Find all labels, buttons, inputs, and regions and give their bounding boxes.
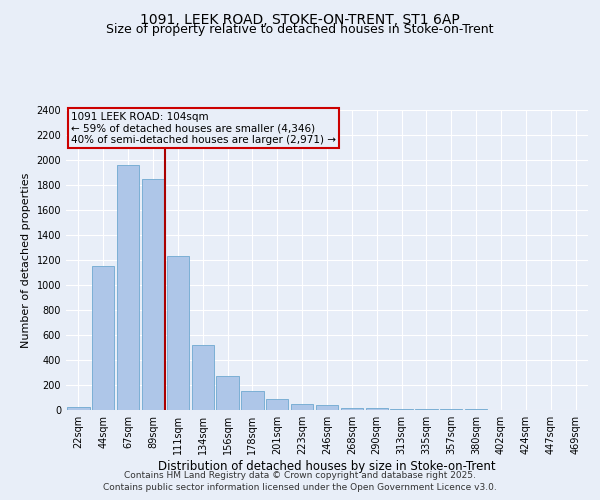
Bar — [415, 409, 437, 410]
Bar — [191, 345, 214, 410]
Bar — [365, 408, 388, 410]
Bar — [241, 390, 263, 410]
Text: 1091 LEEK ROAD: 104sqm
← 59% of detached houses are smaller (4,346)
40% of semi-: 1091 LEEK ROAD: 104sqm ← 59% of detached… — [71, 112, 336, 144]
Y-axis label: Number of detached properties: Number of detached properties — [21, 172, 31, 348]
Bar — [67, 407, 89, 410]
Bar — [341, 408, 363, 410]
X-axis label: Distribution of detached houses by size in Stoke-on-Trent: Distribution of detached houses by size … — [158, 460, 496, 473]
Bar — [217, 376, 239, 410]
Text: Size of property relative to detached houses in Stoke-on-Trent: Size of property relative to detached ho… — [106, 22, 494, 36]
Text: 1091, LEEK ROAD, STOKE-ON-TRENT, ST1 6AP: 1091, LEEK ROAD, STOKE-ON-TRENT, ST1 6AP — [140, 12, 460, 26]
Bar — [266, 399, 289, 410]
Bar — [117, 165, 139, 410]
Bar — [167, 256, 189, 410]
Bar — [391, 409, 413, 410]
Text: Contains HM Land Registry data © Crown copyright and database right 2025.: Contains HM Land Registry data © Crown c… — [124, 471, 476, 480]
Bar — [316, 405, 338, 410]
Bar — [440, 409, 463, 410]
Text: Contains public sector information licensed under the Open Government Licence v3: Contains public sector information licen… — [103, 484, 497, 492]
Bar — [92, 266, 115, 410]
Bar — [142, 179, 164, 410]
Bar — [291, 404, 313, 410]
